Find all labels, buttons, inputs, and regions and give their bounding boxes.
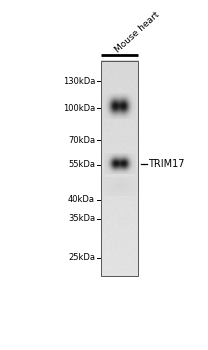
Text: TRIM17: TRIM17 <box>149 159 185 169</box>
Text: Mouse heart: Mouse heart <box>114 10 161 55</box>
Text: 130kDa: 130kDa <box>63 77 95 86</box>
Text: 70kDa: 70kDa <box>68 136 95 145</box>
Text: 35kDa: 35kDa <box>68 214 95 223</box>
Text: 40kDa: 40kDa <box>68 195 95 204</box>
Text: 55kDa: 55kDa <box>68 160 95 169</box>
Text: 25kDa: 25kDa <box>68 253 95 262</box>
Bar <box>101 61 138 276</box>
Text: 100kDa: 100kDa <box>63 104 95 113</box>
